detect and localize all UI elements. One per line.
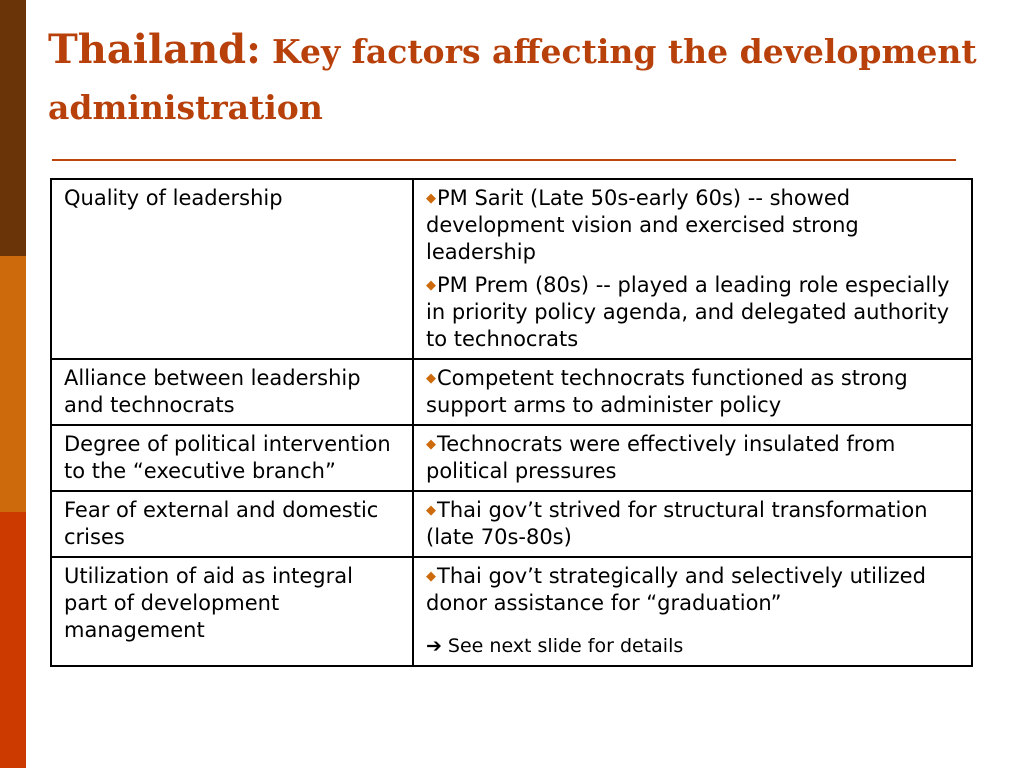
bullet-text: Competent technocrats functioned as stro… bbox=[426, 366, 908, 417]
bullet-item: ◆Thai gov’t strategically and selectivel… bbox=[426, 563, 961, 617]
diamond-bullet-icon: ◆ bbox=[426, 437, 436, 452]
bullet-text: PM Sarit (Late 50s-early 60s) -- showed … bbox=[426, 186, 859, 264]
diamond-bullet-icon: ◆ bbox=[426, 371, 436, 386]
table-row: Utilization of aid as integral part of d… bbox=[50, 556, 973, 667]
note-text: See next slide for details bbox=[447, 635, 684, 657]
bullet-item: ◆Competent technocrats functioned as str… bbox=[426, 365, 961, 419]
factor-cell: Alliance between leadership and technocr… bbox=[50, 358, 414, 426]
factor-cell: Degree of political intervention to the … bbox=[50, 424, 414, 492]
see-next-slide-note: ➔ See next slide for details bbox=[426, 633, 961, 660]
detail-cell: ◆Competent technocrats functioned as str… bbox=[412, 358, 973, 426]
bullet-item: ◆PM Sarit (Late 50s-early 60s) -- showed… bbox=[426, 185, 961, 266]
factor-cell: Utilization of aid as integral part of d… bbox=[50, 556, 414, 667]
bullet-item: ◆PM Prem (80s) -- played a leading role … bbox=[426, 272, 961, 353]
left-bar-top bbox=[0, 0, 26, 256]
title-country: Thailand: bbox=[48, 26, 261, 73]
factor-cell: Fear of external and domestic crises bbox=[50, 490, 414, 558]
bullet-text: Thai gov’t strived for structural transf… bbox=[426, 498, 928, 549]
detail-cell: ◆PM Sarit (Late 50s-early 60s) -- showed… bbox=[412, 178, 973, 360]
diamond-bullet-icon: ◆ bbox=[426, 278, 436, 293]
left-bar-bottom bbox=[0, 512, 26, 768]
title-rest: Key factors affecting the development ad… bbox=[48, 32, 977, 127]
diamond-bullet-icon: ◆ bbox=[426, 191, 436, 206]
right-arrow-icon: ➔ bbox=[426, 635, 442, 657]
bullet-text: Thai gov’t strategically and selectively… bbox=[426, 564, 926, 615]
left-bar-middle bbox=[0, 256, 26, 512]
bullet-text: Technocrats were effectively insulated f… bbox=[426, 432, 896, 483]
table-row: Fear of external and domestic crises ◆Th… bbox=[50, 490, 973, 558]
factor-cell: Quality of leadership bbox=[50, 178, 414, 360]
bullet-text: PM Prem (80s) -- played a leading role e… bbox=[426, 273, 950, 351]
detail-cell: ◆Technocrats were effectively insulated … bbox=[412, 424, 973, 492]
table-row: Alliance between leadership and technocr… bbox=[50, 358, 973, 426]
slide-title: Thailand: Key factors affecting the deve… bbox=[48, 22, 1008, 136]
table-row: Degree of political intervention to the … bbox=[50, 424, 973, 492]
detail-cell: ◆Thai gov’t strategically and selectivel… bbox=[412, 556, 973, 667]
title-underline bbox=[52, 159, 956, 161]
table-row: Quality of leadership ◆PM Sarit (Late 50… bbox=[50, 178, 973, 360]
bullet-item: ◆Thai gov’t strived for structural trans… bbox=[426, 497, 961, 551]
bullet-item: ◆Technocrats were effectively insulated … bbox=[426, 431, 961, 485]
detail-cell: ◆Thai gov’t strived for structural trans… bbox=[412, 490, 973, 558]
factors-table: Quality of leadership ◆PM Sarit (Late 50… bbox=[50, 178, 973, 667]
diamond-bullet-icon: ◆ bbox=[426, 569, 436, 584]
diamond-bullet-icon: ◆ bbox=[426, 503, 436, 518]
